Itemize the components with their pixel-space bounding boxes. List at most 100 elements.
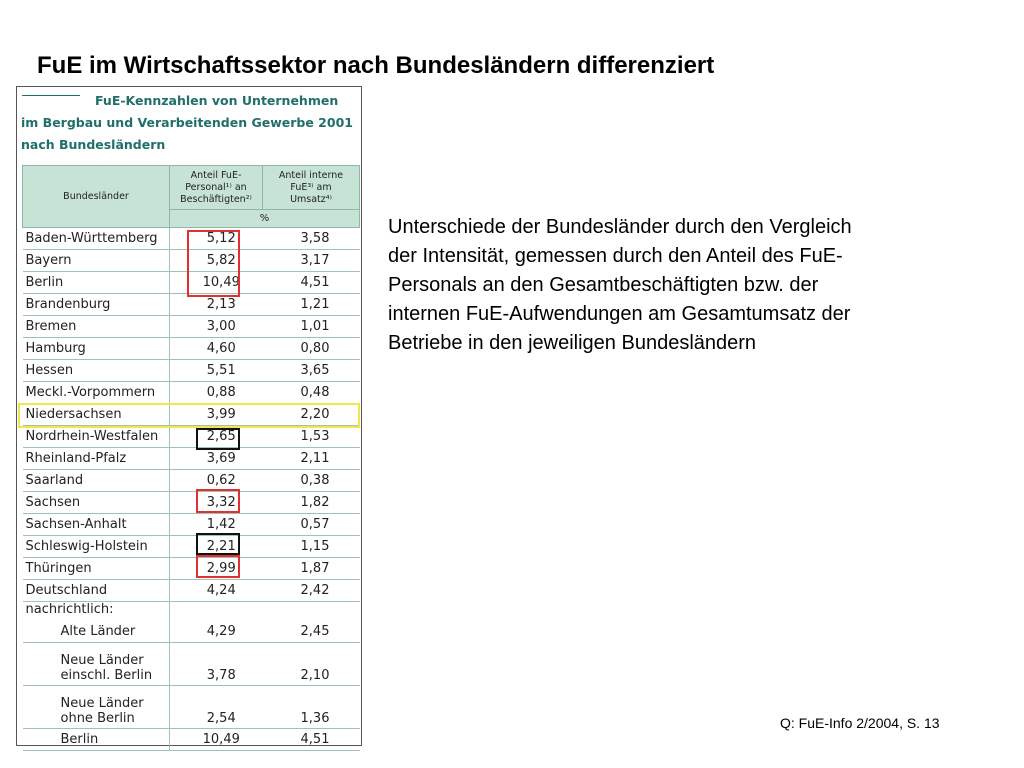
table-heading-line: nach Bundesländern — [21, 137, 166, 152]
description-line: der Intensität, gemessen durch den Antei… — [388, 245, 843, 267]
cell-bundesland: Neue Länder einschl. Berlin — [22, 642, 170, 686]
cell-umsatz: 0,80 — [262, 337, 360, 360]
table-row: Berlin 10,49 4,51 — [22, 728, 360, 751]
cell-umsatz: 1,21 — [262, 293, 360, 316]
cell-umsatz: 1,53 — [262, 425, 360, 448]
cell-bundesland: Alte Länder — [22, 621, 170, 643]
cell-note-label: nachrichtlich: — [22, 601, 170, 621]
cell-bundesland: Niedersachsen — [22, 403, 170, 426]
cell-bundesland: Brandenburg — [22, 293, 170, 316]
heading-rule — [22, 95, 80, 96]
cell-personal: 2,21 — [169, 535, 263, 558]
unit-header: % — [169, 209, 360, 228]
table-row: Neue Länder einschl. Berlin 3,78 2,10 — [22, 642, 360, 686]
table-row: Deutschland 4,24 2,42 — [22, 579, 360, 602]
cell-personal: 0,88 — [169, 381, 263, 404]
table-row: Sachsen-Anhalt 1,42 0,57 — [22, 513, 360, 536]
cell-bundesland: Bremen — [22, 315, 170, 338]
cell-name-line: einschl. Berlin — [60, 668, 153, 683]
cell-umsatz: 1,36 — [262, 685, 360, 729]
source-citation: Q: FuE-Info 2/2004, S. 13 — [780, 715, 940, 731]
cell-personal: 4,29 — [169, 621, 263, 643]
cell-bundesland: Neue Länder ohne Berlin — [22, 685, 170, 729]
cell-name-line: Neue Länder — [60, 653, 144, 668]
table-row: Baden-Württemberg 5,12 3,58 — [22, 227, 360, 250]
cell-bundesland: Sachsen — [22, 491, 170, 514]
cell-umsatz: 4,51 — [262, 728, 360, 751]
cell-personal: 5,82 — [169, 249, 263, 272]
cell-umsatz: 3,17 — [262, 249, 360, 272]
table-row: Berlin 10,49 4,51 — [22, 271, 360, 294]
cell-personal: 0,62 — [169, 469, 263, 492]
cell-umsatz: 0,38 — [262, 469, 360, 492]
cell-umsatz: 0,48 — [262, 381, 360, 404]
cell-name-line: Alte Länder — [60, 624, 136, 639]
cell-bundesland: Deutschland — [22, 579, 170, 602]
table-figure: FuE-Kennzahlen von Unternehmen im Bergba… — [16, 86, 362, 751]
cell-umsatz: 2,45 — [262, 621, 360, 643]
table-row: Schleswig-Holstein 2,21 1,15 — [22, 535, 360, 558]
cell-personal: 3,32 — [169, 491, 263, 514]
table-row: Saarland 0,62 0,38 — [22, 469, 360, 492]
description-line: Unterschiede der Bundesländer durch den … — [388, 216, 852, 238]
cell-personal: 5,12 — [169, 227, 263, 250]
cell-umsatz: 1,15 — [262, 535, 360, 558]
cell-bundesland: Nordrhein-Westfalen — [22, 425, 170, 448]
table-row: Bremen 3,00 1,01 — [22, 315, 360, 338]
table-row: Neue Länder ohne Berlin 2,54 1,36 — [22, 685, 360, 729]
cell-bundesland: Meckl.-Vorpommern — [22, 381, 170, 404]
cell-umsatz: 2,10 — [262, 642, 360, 686]
cell-umsatz: 3,58 — [262, 227, 360, 250]
cell-personal: 3,99 — [169, 403, 263, 426]
cell-bundesland: Baden-Württemberg — [22, 227, 170, 250]
cell-personal: 5,51 — [169, 359, 263, 382]
table-body: Baden-Württemberg 5,12 3,58 Bayern 5,82 3,17 B… — [22, 227, 360, 751]
cell-umsatz: 2,20 — [262, 403, 360, 426]
cell-umsatz: 1,87 — [262, 557, 360, 580]
description-line: internen FuE-Aufwendungen am Gesamtumsat… — [388, 303, 851, 325]
cell-bundesland: Berlin — [22, 271, 170, 294]
cell-umsatz: 3,65 — [262, 359, 360, 382]
table-row: Meckl.-Vorpommern 0,88 0,48 — [22, 381, 360, 404]
table-heading: FuE-Kennzahlen von Unternehmen im Bergba… — [21, 90, 359, 156]
cell-personal: 3,69 — [169, 447, 263, 470]
cell-name-line: ohne Berlin — [60, 711, 135, 726]
cell-umsatz: 1,82 — [262, 491, 360, 514]
col-header-bundeslaender: Bundesländer — [22, 165, 170, 228]
cell-personal: 2,54 — [169, 685, 263, 729]
cell-name-line: Berlin — [60, 732, 99, 747]
cell-personal: 1,42 — [169, 513, 263, 536]
data-table: Bundesländer Anteil FuE- Personal¹⁾ an B… — [22, 165, 360, 751]
cell-umsatz: 2,42 — [262, 579, 360, 602]
cell-bundesland: Rheinland-Pfalz — [22, 447, 170, 470]
cell-bundesland: Saarland — [22, 469, 170, 492]
cell-personal: 10,49 — [169, 728, 263, 751]
table-row: Niedersachsen 3,99 2,20 — [22, 403, 360, 426]
cell-personal: 2,65 — [169, 425, 263, 448]
cell-umsatz: 1,01 — [262, 315, 360, 338]
table-row: Rheinland-Pfalz 3,69 2,11 — [22, 447, 360, 470]
col-header-personal: Anteil FuE- Personal¹⁾ an Beschäftigten²… — [169, 165, 263, 210]
cell-umsatz: 2,11 — [262, 447, 360, 470]
table-row: Nordrhein-Westfalen 2,65 1,53 — [22, 425, 360, 448]
cell-bundesland: Thüringen — [22, 557, 170, 580]
table-row: Hamburg 4,60 0,80 — [22, 337, 360, 360]
cell-personal: 2,99 — [169, 557, 263, 580]
cell-personal: 3,78 — [169, 642, 263, 686]
cell-bundesland: Berlin — [22, 728, 170, 751]
table-row: Alte Länder 4,29 2,45 — [22, 621, 360, 643]
cell-name-line: Neue Länder — [60, 696, 144, 711]
cell-bundesland: Bayern — [22, 249, 170, 272]
slide-title: FuE im Wirtschaftssektor nach Bundesländ… — [37, 52, 715, 79]
cell-personal: 2,13 — [169, 293, 263, 316]
cell-umsatz: 4,51 — [262, 271, 360, 294]
col-header-umsatz: Anteil interne FuE³⁾ am Umsatz⁴⁾ — [262, 165, 360, 210]
slide-description: Unterschiede der Bundesländer durch den … — [388, 213, 998, 358]
cell-bundesland: Hamburg — [22, 337, 170, 360]
cell-bundesland: Schleswig-Holstein — [22, 535, 170, 558]
cell-bundesland: Hessen — [22, 359, 170, 382]
cell-empty — [169, 601, 263, 621]
table-row: Bayern 5,82 3,17 — [22, 249, 360, 272]
cell-personal: 10,49 — [169, 271, 263, 294]
cell-umsatz: 0,57 — [262, 513, 360, 536]
